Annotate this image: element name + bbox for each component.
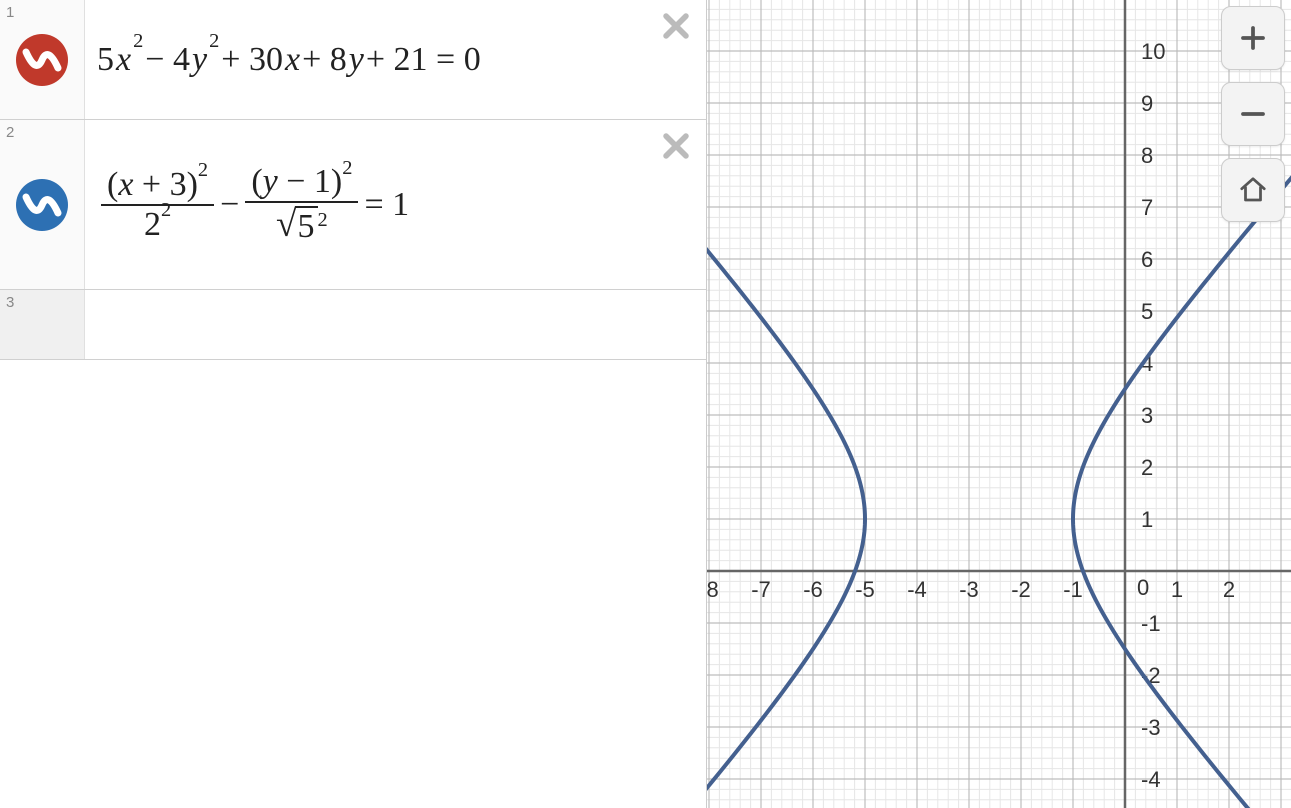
svg-text:-6: -6: [803, 577, 823, 602]
svg-text:8: 8: [1141, 143, 1153, 168]
close-icon: [659, 9, 693, 43]
graph-panel[interactable]: -8-7-6-5-4-3-2-112-4-3-2-1123456789100: [707, 0, 1291, 808]
row-gutter: 1: [0, 0, 85, 119]
svg-text:-1: -1: [1063, 577, 1083, 602]
svg-text:-3: -3: [1141, 715, 1161, 740]
svg-text:-7: -7: [751, 577, 771, 602]
zoom-in-button[interactable]: [1221, 6, 1285, 70]
expression-row[interactable]: 1 5x2 − 4y2 + 30x + 8y + 21 = 0: [0, 0, 706, 120]
svg-text:1: 1: [1171, 577, 1183, 602]
svg-text:5: 5: [1141, 299, 1153, 324]
svg-text:-2: -2: [1011, 577, 1031, 602]
svg-text:-8: -8: [707, 577, 719, 602]
graph-canvas[interactable]: -8-7-6-5-4-3-2-112-4-3-2-1123456789100: [707, 0, 1291, 808]
delete-expression-button[interactable]: [656, 126, 696, 166]
svg-text:1: 1: [1141, 507, 1153, 532]
svg-text:9: 9: [1141, 91, 1153, 116]
row-gutter: 2: [0, 120, 85, 289]
row-gutter: 3: [0, 290, 85, 359]
svg-text:2: 2: [1141, 455, 1153, 480]
curve-color-icon[interactable]: [16, 34, 68, 86]
zoom-out-button[interactable]: [1221, 82, 1285, 146]
svg-text:6: 6: [1141, 247, 1153, 272]
row-index: 2: [6, 124, 14, 141]
plus-icon: [1238, 23, 1268, 53]
formula: (x + 3)222 − (y − 1)2√52 = 1: [97, 163, 409, 246]
expression-row[interactable]: 3: [0, 290, 706, 360]
app-root: 1 5x2 − 4y2 + 30x + 8y + 21 = 0 2 (x + 3…: [0, 0, 1291, 808]
expression-input[interactable]: (x + 3)222 − (y − 1)2√52 = 1: [85, 120, 706, 289]
expression-input[interactable]: [85, 290, 706, 359]
svg-text:2: 2: [1223, 577, 1235, 602]
home-icon: [1238, 175, 1268, 205]
formula: 5x2 − 4y2 + 30x + 8y + 21 = 0: [97, 41, 481, 79]
svg-text:-4: -4: [907, 577, 927, 602]
svg-text:3: 3: [1141, 403, 1153, 428]
home-button[interactable]: [1221, 158, 1285, 222]
svg-text:0: 0: [1137, 575, 1149, 600]
expression-input[interactable]: 5x2 − 4y2 + 30x + 8y + 21 = 0: [85, 0, 706, 119]
svg-text:-1: -1: [1141, 611, 1161, 636]
row-index: 1: [6, 4, 14, 21]
svg-text:-4: -4: [1141, 767, 1161, 792]
svg-text:10: 10: [1141, 39, 1165, 64]
delete-expression-button[interactable]: [656, 6, 696, 46]
close-icon: [659, 129, 693, 163]
row-index: 3: [6, 294, 14, 311]
svg-text:-3: -3: [959, 577, 979, 602]
svg-text:-5: -5: [855, 577, 875, 602]
expression-row[interactable]: 2 (x + 3)222 − (y − 1)2√52 = 1: [0, 120, 706, 290]
expression-list: 1 5x2 − 4y2 + 30x + 8y + 21 = 0 2 (x + 3…: [0, 0, 707, 808]
zoom-controls: [1221, 6, 1285, 222]
curve-color-icon[interactable]: [16, 179, 68, 231]
minus-icon: [1238, 99, 1268, 129]
svg-text:7: 7: [1141, 195, 1153, 220]
